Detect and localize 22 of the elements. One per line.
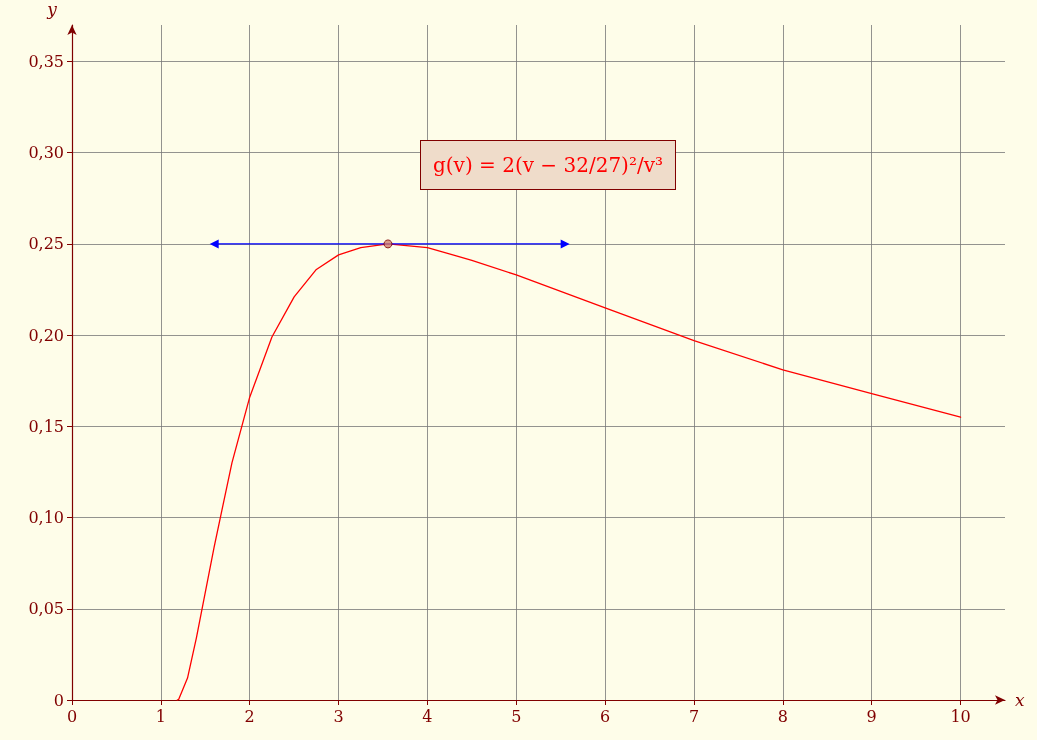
y-tick-label: 0,35 xyxy=(28,51,64,71)
x-tick-label: 0 xyxy=(66,706,78,726)
annotation: g(v) = 2(v − 32/27)²/v³ xyxy=(433,153,663,177)
x-tick-label: 3 xyxy=(333,706,344,726)
y-tick-label: 0 xyxy=(53,690,64,710)
x-tick-label: 1 xyxy=(155,706,166,726)
x-tick-label: 6 xyxy=(600,706,611,726)
y-tick-label: 0,05 xyxy=(28,599,64,619)
x-tick-label: 10 xyxy=(950,706,971,726)
y-tick-label: 0,25 xyxy=(28,234,64,254)
x-axis-title: x xyxy=(1015,690,1025,710)
x-tick-label: 8 xyxy=(777,706,788,726)
y-axis-title: y xyxy=(46,0,58,19)
x-tick-label: 4 xyxy=(422,706,433,726)
y-tick-label: 0,10 xyxy=(28,508,64,528)
x-tick-label: 5 xyxy=(511,706,522,726)
y-tick-label: 0,15 xyxy=(28,416,64,436)
x-tick-label: 7 xyxy=(688,706,700,726)
y-tick-label: 0,20 xyxy=(28,325,64,345)
x-tick-label: 2 xyxy=(244,706,255,726)
x-tick-label: 9 xyxy=(866,706,877,726)
y-tick-label: 0,30 xyxy=(28,143,64,163)
